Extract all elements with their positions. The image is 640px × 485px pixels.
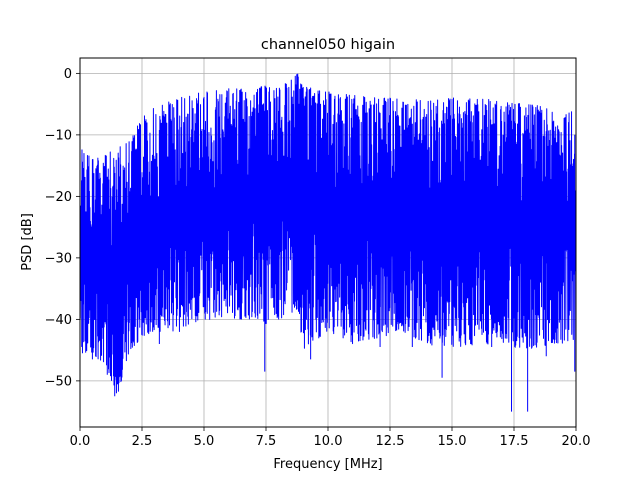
y-tick-label: −40 — [45, 313, 72, 328]
y-tick-label: −30 — [45, 251, 72, 266]
x-tick-label: 12.5 — [376, 434, 405, 449]
x-tick-label: 0.0 — [70, 434, 91, 449]
x-tick-label: 10.0 — [314, 434, 343, 449]
x-tick-label: 15.0 — [438, 434, 467, 449]
y-tick-label: −50 — [45, 374, 72, 389]
x-axis-label: Frequency [MHz] — [273, 457, 382, 472]
x-tick-label: 20.0 — [562, 434, 591, 449]
data-series — [79, 73, 577, 412]
x-tick-label: 5.0 — [194, 434, 215, 449]
x-tick-label: 2.5 — [132, 434, 153, 449]
y-tick-label: −20 — [45, 190, 72, 205]
y-tick-label: 0 — [64, 67, 72, 82]
psd-line — [79, 73, 577, 412]
chart-title: channel050 higain — [261, 37, 395, 53]
x-tick-label: 17.5 — [500, 434, 529, 449]
y-axis-label: PSD [dB] — [20, 213, 35, 271]
x-tick-label: 7.5 — [256, 434, 277, 449]
axis-ticks: 0.0 2.5 5.0 7.5 10.0 12.5 15.0 17.5 20.0 0 −10 −20 −… — [45, 67, 591, 449]
y-tick-label: −10 — [45, 128, 72, 143]
